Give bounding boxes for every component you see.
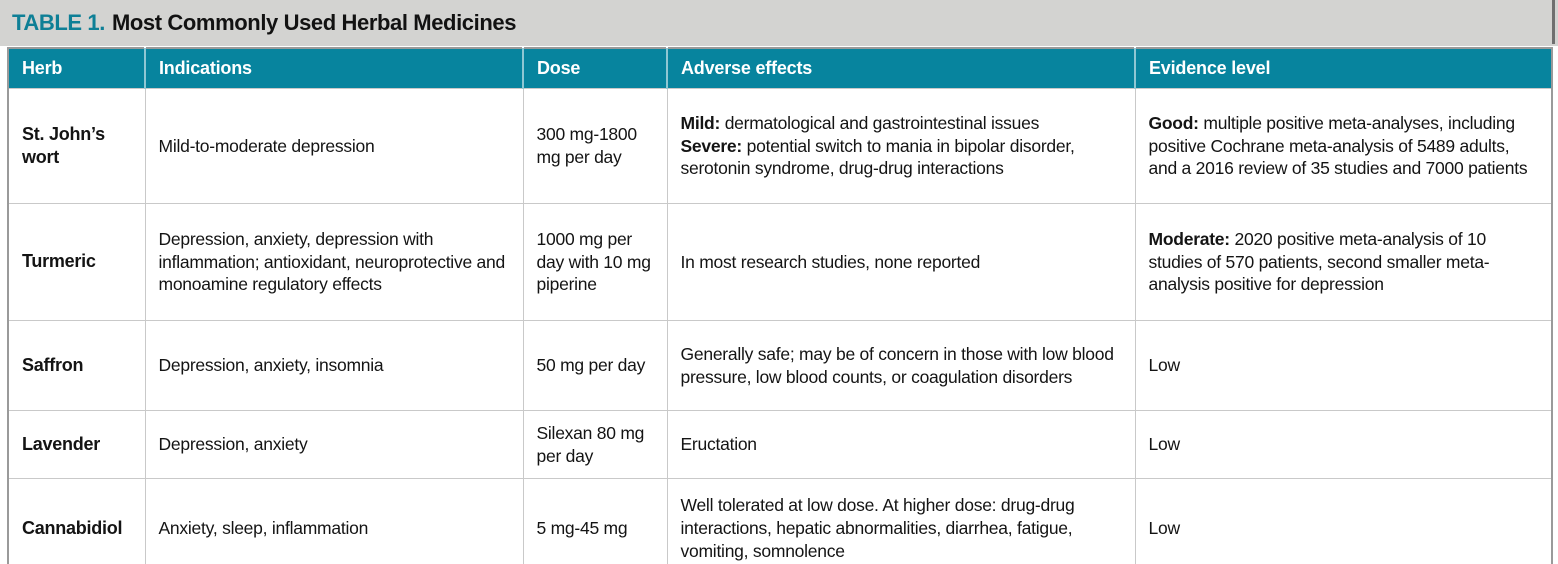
herb-cell: Saffron <box>7 320 146 411</box>
table-row: Turmeric Depression, anxiety, depression … <box>7 203 1553 321</box>
herb-cell: Cannabidiol <box>7 478 146 564</box>
table-row: Lavender Depression, anxiety Silexan 80 mg… <box>7 410 1553 479</box>
evidence-level-cell: Good: multiple positive meta-analyses, i… <box>1134 88 1553 204</box>
adverse-effects-cell: Mild: dermatological and gastrointestina… <box>666 88 1136 204</box>
column-header-indications: Indications <box>144 48 523 89</box>
page-edge-line <box>1552 0 1555 44</box>
adverse-effects-cell: Eructation <box>666 410 1136 479</box>
herb-cell: Lavender <box>7 410 146 479</box>
table-title-bar: TABLE 1. Most Commonly Used Herbal Medici… <box>0 0 1558 46</box>
evidence-level-cell: Low <box>1134 410 1553 479</box>
column-header-adverse-effects: Adverse effects <box>666 48 1135 89</box>
evidence-level-cell: Low <box>1134 320 1553 411</box>
column-header-dose: Dose <box>522 48 667 89</box>
indications-cell: Depression, anxiety <box>144 410 524 479</box>
column-header-herb: Herb <box>8 48 145 89</box>
indications-cell: Anxiety, sleep, inflammation <box>144 478 524 564</box>
indications-cell: Depression, anxiety, depression with inf… <box>144 203 524 321</box>
table-body: St. John’s wort Mild-to-moderate depressi… <box>7 88 1553 564</box>
herb-cell: St. John’s wort <box>7 88 146 204</box>
indications-cell: Depression, anxiety, insomnia <box>144 320 524 411</box>
dose-cell: 50 mg per day <box>522 320 668 411</box>
adverse-effects-cell: Generally safe; may be of concern in tho… <box>666 320 1136 411</box>
dose-cell: Silexan 80 mg per day <box>522 410 668 479</box>
adverse-effects-cell: Well tolerated at low dose. At higher do… <box>666 478 1136 564</box>
table-header: Herb Indications Dose Adverse effects Ev… <box>8 48 1552 89</box>
adverse-effects-cell: In most research studies, none reported <box>666 203 1136 321</box>
table-row: Cannabidiol Anxiety, sleep, inflammation 5… <box>7 478 1553 564</box>
table-row: Saffron Depression, anxiety, insomnia 50 m… <box>7 320 1553 411</box>
dose-cell: 300 mg-1800 mg per day <box>522 88 668 204</box>
herbal-medicines-table: Herb Indications Dose Adverse effects Ev… <box>7 47 1553 564</box>
dose-cell: 5 mg-45 mg <box>522 478 668 564</box>
dose-cell: 1000 mg per day with 10 mg piperine <box>522 203 668 321</box>
table-title: TABLE 1. Most Commonly Used Herbal Medici… <box>12 10 516 36</box>
evidence-level-cell: Moderate: 2020 positive meta-analysis of… <box>1134 203 1553 321</box>
table-header-row: Herb Indications Dose Adverse effects Ev… <box>8 48 1552 89</box>
evidence-level-cell: Low <box>1134 478 1553 564</box>
herb-cell: Turmeric <box>7 203 146 321</box>
table-title-text: Most Commonly Used Herbal Medicines <box>111 10 517 35</box>
table-number-label: TABLE 1. <box>12 10 105 35</box>
table-row: St. John’s wort Mild-to-moderate depressi… <box>7 88 1553 204</box>
indications-cell: Mild-to-moderate depression <box>144 88 524 204</box>
column-header-evidence-level: Evidence level <box>1134 48 1552 89</box>
